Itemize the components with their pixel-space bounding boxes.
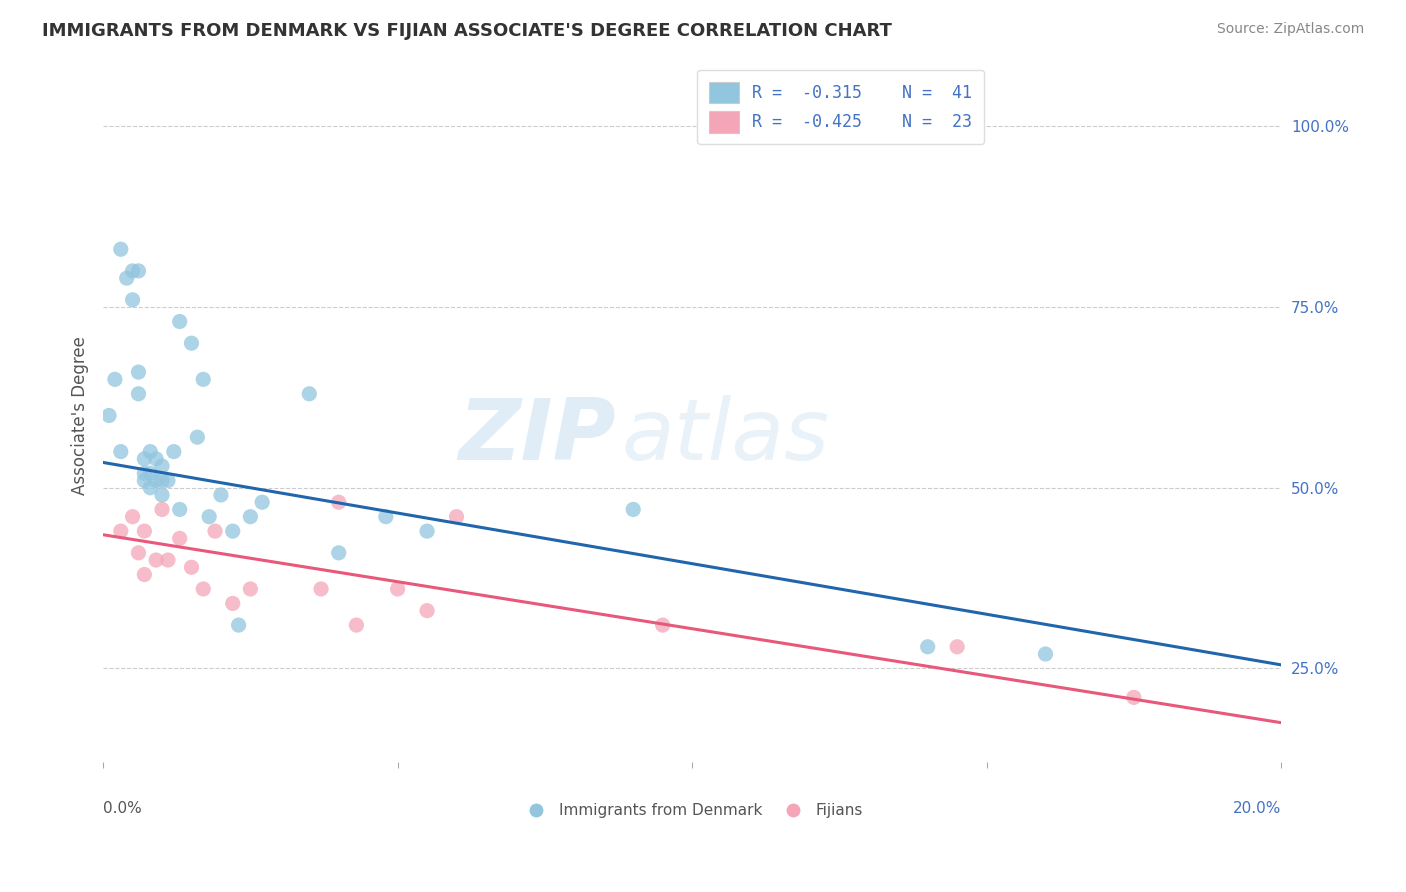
Point	[134, 467, 156, 481]
Point	[198, 509, 221, 524]
Point	[110, 524, 132, 538]
Point	[127, 546, 149, 560]
Point	[344, 618, 367, 632]
Point	[145, 474, 167, 488]
Point	[115, 271, 138, 285]
Point	[156, 474, 179, 488]
Point	[169, 502, 191, 516]
Text: Source: ZipAtlas.com: Source: ZipAtlas.com	[1216, 22, 1364, 37]
Point	[222, 596, 245, 610]
Point	[309, 582, 332, 596]
Point	[222, 524, 245, 538]
Point	[145, 553, 167, 567]
Point	[139, 467, 162, 481]
Point	[134, 567, 156, 582]
Point	[121, 264, 143, 278]
Point	[209, 488, 232, 502]
Point	[127, 386, 149, 401]
Point	[134, 474, 156, 488]
Point	[150, 488, 173, 502]
Point	[110, 444, 132, 458]
Text: 0.0%: 0.0%	[103, 801, 142, 815]
Point	[298, 386, 321, 401]
Point	[328, 546, 350, 560]
Text: ZIP: ZIP	[458, 395, 616, 478]
Text: atlas: atlas	[621, 395, 830, 478]
Point	[651, 618, 673, 632]
Point	[163, 444, 186, 458]
Point	[134, 451, 156, 466]
Point	[193, 372, 215, 386]
Point	[446, 509, 468, 524]
Point	[228, 618, 250, 632]
Point	[150, 474, 173, 488]
Point	[416, 604, 439, 618]
Legend: Immigrants from Denmark, Fijians: Immigrants from Denmark, Fijians	[515, 797, 869, 824]
Point	[328, 495, 350, 509]
Point	[127, 264, 149, 278]
Point	[374, 509, 396, 524]
Point	[110, 242, 132, 256]
Text: IMMIGRANTS FROM DENMARK VS FIJIAN ASSOCIATE'S DEGREE CORRELATION CHART: IMMIGRANTS FROM DENMARK VS FIJIAN ASSOCI…	[42, 22, 891, 40]
Point	[121, 509, 143, 524]
Point	[150, 502, 173, 516]
Point	[104, 372, 127, 386]
Point	[180, 336, 202, 351]
Point	[156, 553, 179, 567]
Point	[169, 314, 191, 328]
Point	[121, 293, 143, 307]
Point	[150, 459, 173, 474]
Point	[1122, 690, 1144, 705]
Point	[139, 481, 162, 495]
Point	[193, 582, 215, 596]
Point	[169, 532, 191, 546]
Point	[917, 640, 939, 654]
Point	[127, 365, 149, 379]
Point	[145, 451, 167, 466]
Point	[180, 560, 202, 574]
Point	[946, 640, 969, 654]
Point	[98, 409, 121, 423]
Point	[134, 524, 156, 538]
Point	[186, 430, 208, 444]
Point	[416, 524, 439, 538]
Point	[387, 582, 409, 596]
Y-axis label: Associate's Degree: Associate's Degree	[72, 336, 89, 495]
Point	[239, 509, 262, 524]
Point	[250, 495, 273, 509]
Point	[204, 524, 226, 538]
Point	[1035, 647, 1057, 661]
Point	[239, 582, 262, 596]
Point	[139, 444, 162, 458]
Text: 20.0%: 20.0%	[1233, 801, 1281, 815]
Point	[621, 502, 644, 516]
